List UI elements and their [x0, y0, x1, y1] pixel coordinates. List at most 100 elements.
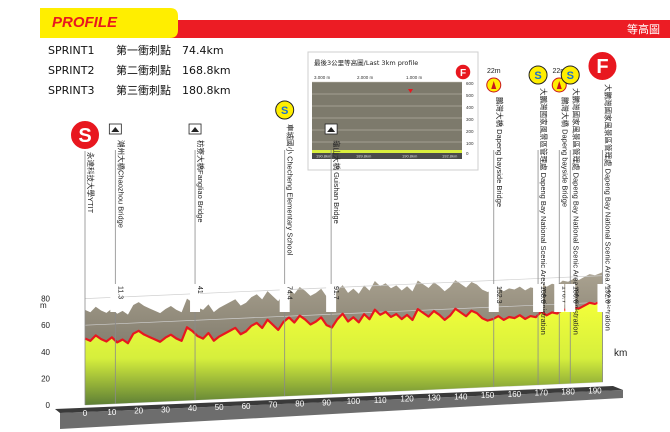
x-tick-label: 70: [268, 401, 277, 410]
inset-marker: [408, 89, 413, 93]
x-tick-label: 90: [322, 398, 331, 407]
sprint2-name: 第二衝刺點: [116, 63, 171, 77]
x-tick-label: 20: [134, 407, 143, 416]
poi-badge: 22m: [552, 68, 566, 75]
y-axis-unit: m: [40, 301, 47, 310]
poi-label: 大鵬灣國家風景區管理處 Dapeng Bay National Scenic A…: [539, 88, 549, 335]
poi-label: 車城國小 Checheng Elementary School: [286, 124, 296, 256]
sprint-list: SPRINT1 第一衝刺點 74.4km SPRINT2 第二衝刺點 168.8…: [48, 43, 231, 97]
x-tick-label: 80: [295, 399, 304, 408]
poi-8: S 大鵬灣國家風景區管理處 Dapeng Bay National Scenic …: [560, 65, 581, 384]
inset-ytick-2: 400: [466, 105, 474, 110]
poi-value: 74.4: [286, 286, 293, 300]
sprint-icon: [275, 100, 295, 120]
poi-7: 22m 鵬灣大橋 Dapeng bayside Bridge 176.7: [551, 68, 570, 384]
inset-last3km: 最後3公里等高圖/Last 3km profile 3.000 m 2.000 …: [307, 51, 479, 171]
finish-icon: [586, 50, 619, 82]
inset-ytick-5: 100: [466, 141, 474, 146]
x-tick-label: 150: [481, 391, 495, 400]
sprint-icon: [560, 65, 580, 85]
x-tick-label: 100: [347, 397, 361, 406]
y-gridline: [84, 301, 604, 326]
sprint1-distance: 74.4km: [182, 44, 224, 57]
poi-label: 枋寮大橋Fangliao Bridge: [196, 140, 206, 223]
hill-icon-shape: [191, 127, 200, 132]
poi-label: 龜山大橋 Guishan Bridge: [332, 140, 342, 224]
poi-value-box: [533, 284, 544, 312]
inset-ytick-4: 200: [466, 129, 474, 134]
elevation-line: [84, 299, 603, 345]
inset-bottom-tick-3: 192.8km: [442, 154, 458, 159]
poi-label: 永達科技大學YTIT: [86, 152, 96, 214]
sprint3-label: SPRINT3: [48, 84, 94, 97]
poi-value: 168.8: [539, 286, 546, 304]
x-tick-label: 50: [215, 403, 224, 412]
x-tick-label: 190: [588, 386, 602, 395]
poi-value: 152.3: [495, 286, 502, 304]
icon-letter: S: [78, 125, 91, 147]
poi-3: S 車城國小 Checheng Elementary School 74.4: [275, 100, 296, 397]
inset-top-tick-0: 3.000 m: [314, 75, 331, 80]
poi-value-box: [190, 284, 201, 312]
left-accent: [0, 0, 10, 432]
inset-ytick-0: 600: [466, 81, 474, 86]
poi-label: 鵬灣大橋 Dapeng bayside Bridge: [560, 97, 570, 207]
poi-value-box: [110, 284, 121, 312]
poi-value-box: [279, 284, 290, 312]
x-tick-label: 30: [161, 405, 170, 414]
poi-value-box: [597, 284, 608, 312]
x-tick-label: 180: [561, 388, 575, 397]
poi-value: 41: [196, 286, 203, 294]
poi-value-box: [554, 284, 565, 312]
poi-6: S 大鵬灣國家風景區管理處 Dapeng Bay National Scenic …: [528, 65, 549, 385]
poi-label: 大鵬灣國家風景區管理處 Dapeng Bay National Scenic A…: [603, 84, 613, 331]
header-bar: [40, 20, 670, 38]
inset-title: 最後3公里等高圖/Last 3km profile: [314, 58, 418, 67]
svg-text:F: F: [460, 68, 466, 79]
hill-icon-shape: [327, 127, 336, 132]
x-tick-label: 40: [188, 404, 197, 413]
header-right-label: 等高圖: [627, 22, 660, 36]
poi-badge: 22m: [487, 68, 501, 75]
sprint-icon-letter: S: [567, 70, 574, 82]
poi-value: 180.8: [571, 286, 578, 304]
base-slab: [60, 390, 623, 429]
y-gridline: [84, 275, 604, 299]
base-slab-top: [55, 386, 623, 413]
inset-bottom-tick-2: 190.8km: [402, 154, 418, 159]
poi-value: 192.8: [603, 286, 610, 304]
y-tick-label: 0: [46, 401, 51, 410]
y-tick-label: 80: [41, 295, 50, 304]
sprint-icon-letter: S: [534, 70, 541, 82]
poi-5: 22m 鵬灣大橋 Dapeng bayside Bridge 152.3: [486, 68, 505, 387]
inset-finish-badge: F: [454, 63, 472, 81]
poi-label: 大鵬灣國家風景區管理處 Dapeng Bay National Scenic A…: [571, 88, 581, 335]
x-tick-label: 160: [508, 390, 522, 399]
sprint1-name: 第一衝刺點: [116, 43, 171, 57]
sprint2-distance: 168.8km: [182, 64, 231, 77]
poi-label: 潮州大橋Chaozhou Bridge: [116, 140, 126, 228]
chart-marks: [84, 299, 603, 405]
inset-bottom-tick-0: 190.8km: [316, 154, 332, 159]
inset-ground: [312, 150, 462, 153]
feed-zone-flame: [556, 81, 562, 89]
poi-value-box: [488, 284, 499, 312]
profile-area: [85, 300, 603, 405]
sprint1-label: SPRINT1: [48, 44, 94, 57]
x-tick-label: 130: [427, 394, 441, 403]
inset-plot: [312, 82, 462, 152]
inset-top-tick-1: 2.000 m: [357, 75, 374, 80]
poi-1: 潮州大橋Chaozhou Bridge 11.3: [108, 123, 126, 404]
poi-9: F 大鵬灣國家風景區管理處 Dapeng Bay National Scenic …: [586, 50, 619, 383]
inset-bottom-tick-1: 189.8km: [356, 154, 372, 159]
sprint3-distance: 180.8km: [182, 84, 231, 97]
poi-value: 11.3: [116, 286, 123, 299]
poi-4: 龜山大橋 Guishan Bridge 91.7: [324, 123, 342, 395]
icon-letter: F: [596, 56, 608, 78]
poi-value: 91.7: [332, 286, 339, 300]
start-icon: [69, 119, 101, 151]
x-tick-label: 110: [374, 396, 387, 405]
y-tick-label: 20: [41, 374, 50, 383]
sprint3-name: 第三衝刺點: [116, 83, 171, 97]
